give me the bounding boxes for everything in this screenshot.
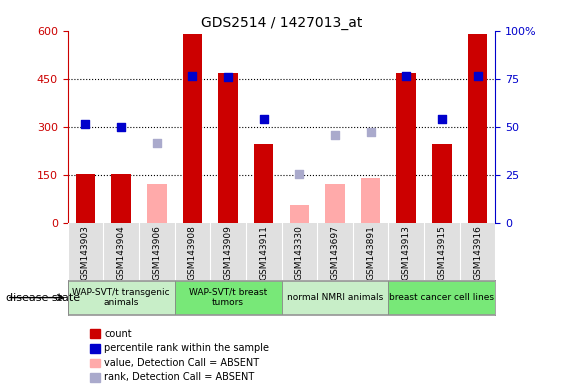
Text: GSM143908: GSM143908 bbox=[188, 225, 197, 280]
Point bbox=[437, 116, 446, 122]
Text: GSM143903: GSM143903 bbox=[81, 225, 90, 280]
Text: GSM143913: GSM143913 bbox=[402, 225, 411, 280]
Bar bbox=[325, 184, 345, 223]
Bar bbox=[147, 184, 167, 223]
Text: WAP-SVT/t breast
tumors: WAP-SVT/t breast tumors bbox=[189, 288, 267, 307]
Point bbox=[402, 73, 411, 79]
FancyBboxPatch shape bbox=[388, 281, 495, 314]
Point bbox=[224, 74, 233, 80]
Bar bbox=[218, 73, 238, 223]
Title: GDS2514 / 1427013_at: GDS2514 / 1427013_at bbox=[201, 16, 362, 30]
Bar bbox=[254, 144, 274, 223]
Point bbox=[473, 73, 482, 79]
Bar bbox=[111, 174, 131, 223]
Text: GSM143904: GSM143904 bbox=[117, 225, 126, 280]
Text: WAP-SVT/t transgenic
animals: WAP-SVT/t transgenic animals bbox=[72, 288, 170, 307]
Text: GSM143915: GSM143915 bbox=[437, 225, 446, 280]
Text: GSM143906: GSM143906 bbox=[152, 225, 161, 280]
Point bbox=[259, 116, 268, 122]
Text: GSM143891: GSM143891 bbox=[366, 225, 375, 280]
Point bbox=[330, 132, 339, 138]
Text: rank, Detection Call = ABSENT: rank, Detection Call = ABSENT bbox=[104, 372, 254, 382]
Text: GSM143697: GSM143697 bbox=[330, 225, 339, 280]
Point bbox=[81, 121, 90, 127]
Bar bbox=[289, 205, 309, 223]
FancyBboxPatch shape bbox=[282, 281, 388, 314]
FancyBboxPatch shape bbox=[68, 281, 175, 314]
FancyBboxPatch shape bbox=[175, 281, 282, 314]
Point bbox=[188, 73, 197, 79]
Text: normal NMRI animals: normal NMRI animals bbox=[287, 293, 383, 302]
Text: percentile rank within the sample: percentile rank within the sample bbox=[104, 343, 269, 353]
Text: breast cancer cell lines: breast cancer cell lines bbox=[390, 293, 494, 302]
Bar bbox=[75, 174, 95, 223]
Point bbox=[117, 124, 126, 131]
Text: count: count bbox=[104, 329, 132, 339]
Text: value, Detection Call = ABSENT: value, Detection Call = ABSENT bbox=[104, 358, 260, 368]
Text: GSM143916: GSM143916 bbox=[473, 225, 482, 280]
Point bbox=[152, 140, 161, 146]
Text: disease state: disease state bbox=[6, 293, 80, 303]
Text: GSM143330: GSM143330 bbox=[295, 225, 304, 280]
Text: GSM143909: GSM143909 bbox=[224, 225, 233, 280]
Point bbox=[366, 129, 375, 135]
Bar bbox=[182, 34, 202, 223]
Bar bbox=[396, 73, 416, 223]
Text: GSM143911: GSM143911 bbox=[259, 225, 268, 280]
Bar bbox=[432, 144, 452, 223]
Bar bbox=[468, 34, 488, 223]
Bar bbox=[361, 178, 381, 223]
Point bbox=[295, 170, 304, 177]
